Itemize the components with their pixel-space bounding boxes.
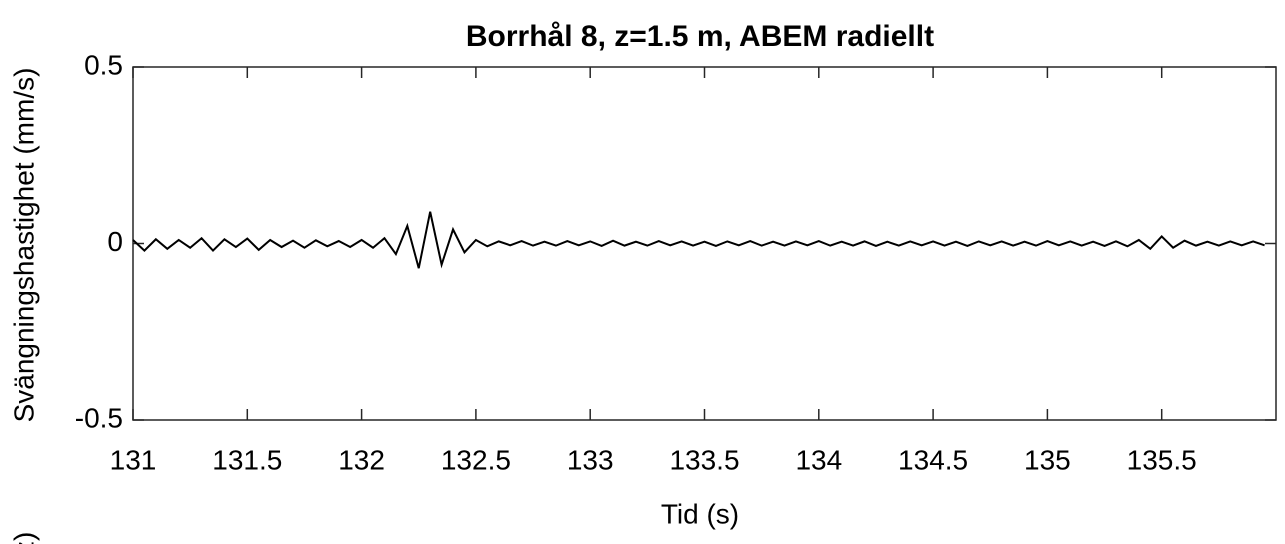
chart-title: Borrhål 8, z=1.5 m, ABEM radiellt <box>466 20 934 53</box>
x-tick-label: 131.5 <box>212 444 282 475</box>
x-tick-label: 134.5 <box>898 444 968 475</box>
x-tick-label: 135.5 <box>1127 444 1197 475</box>
x-tick-label: 132 <box>338 444 385 475</box>
x-tick-label: 134 <box>795 444 842 475</box>
plot-frame <box>132 66 1277 421</box>
x-tick-label: 135 <box>1024 444 1071 475</box>
x-tick-label: 133 <box>567 444 614 475</box>
x-tick-label: 131 <box>110 444 157 475</box>
x-axis-label: Tid (s) <box>661 498 739 529</box>
annotation: (z) <box>8 532 39 544</box>
y-tick-label: 0.5 <box>84 49 123 80</box>
x-tick-label: 132.5 <box>441 444 511 475</box>
y-tick-label: 0 <box>107 226 123 257</box>
x-tick-label: 133.5 <box>669 444 739 475</box>
y-axis-label: Svängningshastighet (mm/s) <box>8 68 39 423</box>
signal-line <box>132 211 1265 269</box>
y-tick-label: -0.5 <box>75 402 123 433</box>
